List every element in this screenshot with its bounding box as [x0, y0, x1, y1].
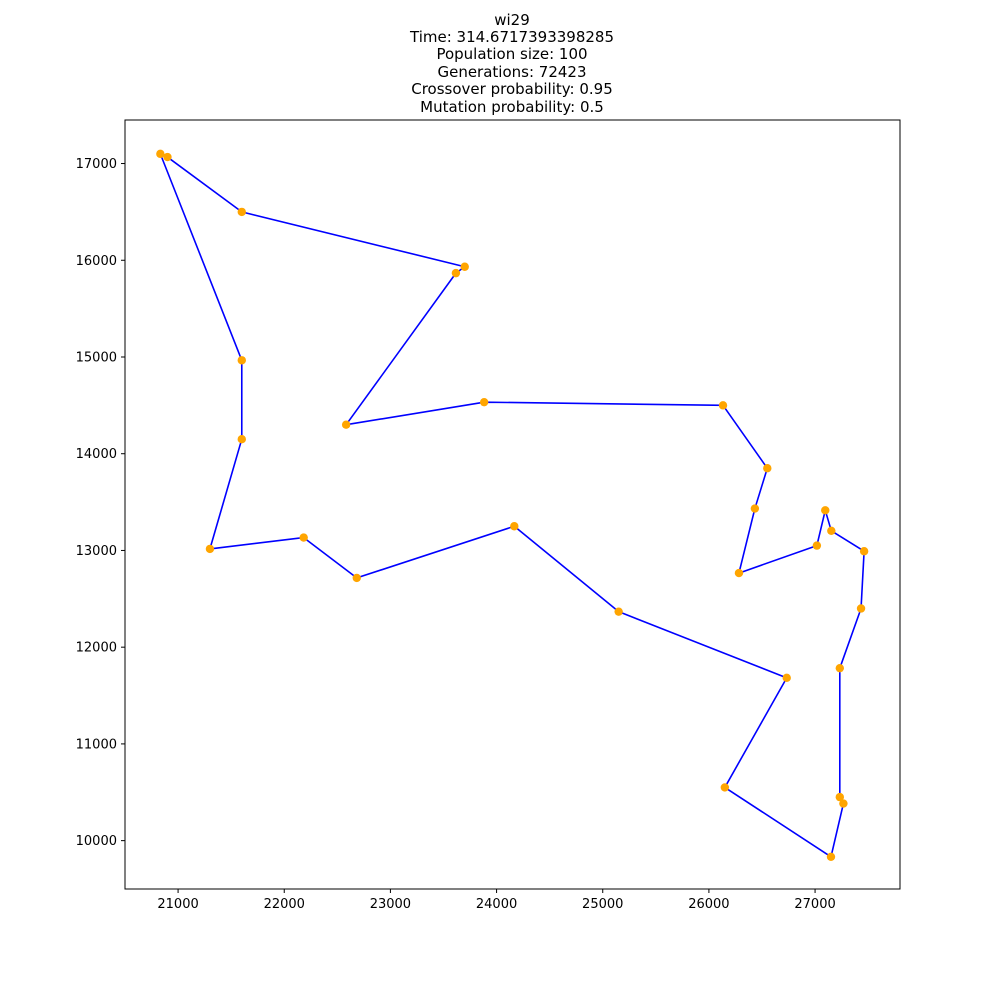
y-tick-label-15000: 15000: [76, 350, 117, 365]
city-point-17: [835, 663, 844, 673]
city-point-11: [734, 568, 744, 578]
title-line-mutation: Mutation probability: 0.5: [420, 98, 604, 116]
x-tick-label-21000: 21000: [157, 897, 198, 912]
y-tick-label-16000: 16000: [76, 254, 117, 269]
city-point-15: [859, 547, 869, 556]
city-point-18: [835, 792, 844, 802]
city-point-5: [451, 268, 461, 278]
y-tick-label-17000: 17000: [76, 157, 117, 172]
title-line-population: Population size: 100: [436, 45, 587, 63]
city-point-7: [479, 397, 489, 407]
city-point-24: [510, 522, 519, 531]
x-tick-label-26000: 26000: [688, 897, 729, 912]
x-tick-label-25000: 25000: [582, 897, 623, 912]
city-point-13: [821, 506, 830, 515]
city-point-25: [352, 573, 361, 583]
title-line-generations: Generations: 72423: [437, 63, 586, 81]
x-tick-label-27000: 27000: [794, 897, 835, 912]
city-point-1: [156, 149, 165, 159]
y-tick-label-10000: 10000: [76, 834, 117, 849]
chart-title: wi29 Time: 314.6717393398285 Population …: [409, 11, 614, 116]
city-point-29: [237, 356, 246, 365]
y-tick-label-11000: 11000: [76, 737, 117, 752]
axes: 21000 22000 23000 24000 25000 26000 27000 10000…: [76, 119, 901, 912]
city-point-8: [718, 401, 728, 410]
city-point-21: [720, 783, 730, 792]
city-point-20: [826, 852, 836, 861]
city-point-23: [614, 607, 623, 616]
title-line-dataset: wi29: [494, 11, 530, 29]
y-tick-label-13000: 13000: [76, 544, 117, 559]
plot-area: [156, 149, 869, 861]
x-tick-label-24000: 24000: [476, 897, 517, 912]
x-tick-label-23000: 23000: [370, 897, 411, 912]
route-line: [159, 153, 865, 858]
city-point-28: [237, 435, 246, 444]
city-point-22: [782, 673, 791, 683]
city-point-9: [763, 464, 772, 473]
city-point-2: [163, 152, 172, 162]
city-point-10: [750, 504, 760, 513]
city-point-27: [205, 544, 215, 554]
y-tick-label-12000: 12000: [76, 641, 117, 656]
city-point-12: [812, 541, 822, 550]
city-point-3: [237, 207, 246, 217]
city-point-26: [299, 533, 308, 542]
city-point-6: [341, 420, 351, 429]
city-point-4: [460, 262, 469, 271]
title-line-crossover: Crossover probability: 0.95: [411, 80, 613, 98]
y-tick-label-14000: 14000: [76, 447, 117, 462]
city-point-14: [827, 526, 836, 536]
city-point-19: [839, 799, 848, 808]
axes-frame: [124, 119, 901, 890]
city-point-16: [856, 604, 866, 613]
x-tick-label-22000: 22000: [264, 897, 305, 912]
title-line-time: Time: 314.6717393398285: [409, 28, 614, 46]
